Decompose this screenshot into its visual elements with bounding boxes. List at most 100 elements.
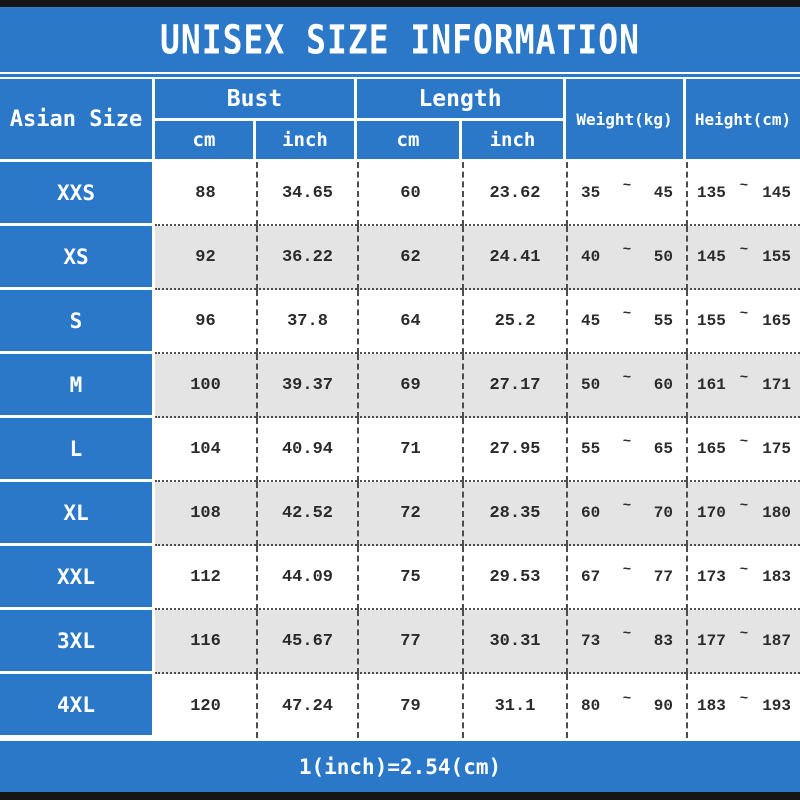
bust-cm-cell: 104 (155, 418, 256, 482)
top-frame-bar (0, 0, 800, 7)
bust-inch-cell: 39.37 (256, 354, 357, 418)
range-max: 77 (653, 568, 673, 586)
length-cm-cell: 62 (357, 226, 462, 290)
range-min: 55 (581, 440, 601, 458)
table-row: XXS 88 34.65 60 23.62 35 ~45 135 ~145 (0, 162, 800, 226)
range-separator: ~ (739, 562, 749, 578)
bust-inch-cell: 42.52 (256, 482, 357, 546)
footer-band: 1(inch)=2.54(cm) (0, 741, 800, 792)
height-range-cell: 155 ~165 (686, 290, 800, 354)
weight-range-cell: 60 ~70 (566, 482, 686, 546)
range-max: 70 (653, 504, 673, 522)
bust-inch-cell: 34.65 (256, 162, 357, 226)
column-header-weight: Weight(kg) (566, 79, 686, 159)
header-body-separator (0, 159, 800, 162)
range-max: 45 (653, 184, 673, 202)
conversion-note: 1(inch)=2.54(cm) (298, 754, 502, 779)
length-inch-cell: 23.62 (462, 162, 566, 226)
size-cell: S (0, 290, 155, 354)
range-separator: ~ (622, 306, 632, 322)
range-separator: ~ (739, 178, 749, 194)
weight-range-cell: 80 ~90 (566, 674, 686, 738)
range-min: 177 (697, 632, 726, 650)
range-max: 60 (653, 376, 673, 394)
height-range-cell: 161 ~171 (686, 354, 800, 418)
bust-inch-cell: 44.09 (256, 546, 357, 610)
length-inch-cell: 24.41 (462, 226, 566, 290)
weight-range-cell: 35 ~45 (566, 162, 686, 226)
column-header-length: Length (357, 79, 566, 121)
bust-cm-cell: 100 (155, 354, 256, 418)
range-min: 183 (697, 697, 726, 715)
range-max: 193 (762, 697, 791, 715)
weight-range-cell: 45 ~55 (566, 290, 686, 354)
range-separator: ~ (739, 370, 749, 386)
length-inch-cell: 30.31 (462, 610, 566, 674)
size-cell: XL (0, 482, 155, 546)
table-row: XXL 112 44.09 75 29.53 67 ~77 173 ~183 (0, 546, 800, 610)
length-inch-cell: 28.35 (462, 482, 566, 546)
weight-range-cell: 40 ~50 (566, 226, 686, 290)
range-min: 35 (581, 184, 601, 202)
range-min: 80 (581, 697, 601, 715)
range-min: 135 (697, 184, 726, 202)
height-range-cell: 177 ~187 (686, 610, 800, 674)
range-separator: ~ (622, 370, 632, 386)
table-row: 4XL 120 47.24 79 31.1 80 ~90 183 ~193 (0, 674, 800, 738)
range-min: 73 (581, 632, 601, 650)
range-separator: ~ (739, 626, 749, 642)
length-cm-cell: 72 (357, 482, 462, 546)
range-separator: ~ (622, 242, 632, 258)
table-row: M 100 39.37 69 27.17 50 ~60 161 ~171 (0, 354, 800, 418)
range-max: 155 (762, 248, 791, 266)
bust-cm-cell: 116 (155, 610, 256, 674)
length-inch-cell: 29.53 (462, 546, 566, 610)
bust-cm-cell: 88 (155, 162, 256, 226)
length-cm-cell: 77 (357, 610, 462, 674)
bust-cm-cell: 112 (155, 546, 256, 610)
table-body: XXS 88 34.65 60 23.62 35 ~45 135 ~145 XS 92 36.22 62… (0, 162, 800, 738)
range-min: 50 (581, 376, 601, 394)
size-cell: L (0, 418, 155, 482)
page-title: UNISEX SIZE INFORMATION (160, 15, 640, 64)
height-range-cell: 145 ~155 (686, 226, 800, 290)
height-range-cell: 173 ~183 (686, 546, 800, 610)
size-cell: XXL (0, 546, 155, 610)
length-cm-cell: 71 (357, 418, 462, 482)
range-min: 165 (697, 440, 726, 458)
range-max: 180 (762, 504, 791, 522)
size-cell: XS (0, 226, 155, 290)
length-cm-cell: 60 (357, 162, 462, 226)
range-separator: ~ (739, 434, 749, 450)
bust-inch-cell: 40.94 (256, 418, 357, 482)
range-separator: ~ (622, 691, 632, 707)
table-row: 3XL 116 45.67 77 30.31 73 ~83 177 ~187 (0, 610, 800, 674)
subheader-bust-inch: inch (256, 121, 357, 159)
bust-cm-cell: 96 (155, 290, 256, 354)
bust-cm-cell: 120 (155, 674, 256, 738)
length-inch-cell: 25.2 (462, 290, 566, 354)
table-row: XS 92 36.22 62 24.41 40 ~50 145 ~155 (0, 226, 800, 290)
range-separator: ~ (622, 434, 632, 450)
title-band: UNISEX SIZE INFORMATION (0, 7, 800, 72)
range-min: 155 (697, 312, 726, 330)
range-max: 55 (653, 312, 673, 330)
column-header-bust: Bust (155, 79, 357, 121)
range-separator: ~ (739, 306, 749, 322)
table-header: Asian Size Bust Length Weight(kg) Height… (0, 79, 800, 159)
height-range-cell: 170 ~180 (686, 482, 800, 546)
range-separator: ~ (739, 691, 749, 707)
range-max: 171 (762, 376, 791, 394)
range-min: 161 (697, 376, 726, 394)
range-separator: ~ (622, 562, 632, 578)
range-min: 45 (581, 312, 601, 330)
weight-range-cell: 55 ~65 (566, 418, 686, 482)
range-max: 165 (762, 312, 791, 330)
bust-inch-cell: 45.67 (256, 610, 357, 674)
range-max: 175 (762, 440, 791, 458)
height-range-cell: 183 ~193 (686, 674, 800, 738)
length-inch-cell: 31.1 (462, 674, 566, 738)
subheader-bust-cm: cm (155, 121, 256, 159)
length-inch-cell: 27.95 (462, 418, 566, 482)
table-row: S 96 37.8 64 25.2 45 ~55 155 ~165 (0, 290, 800, 354)
